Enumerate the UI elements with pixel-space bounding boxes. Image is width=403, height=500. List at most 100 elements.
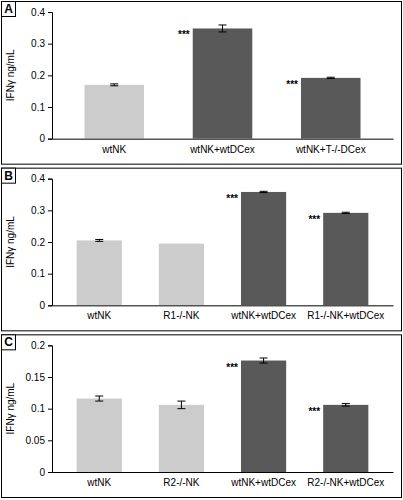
x-tick: wtNK <box>86 305 111 321</box>
y-tick: 0.15 <box>26 372 52 383</box>
marks <box>77 358 369 472</box>
y-tick-mark <box>48 139 52 140</box>
error-bar-cap <box>95 241 103 242</box>
x-tick: wtNK+wtDCex <box>189 139 255 155</box>
error-bar-cap <box>95 239 103 240</box>
panel-label-box <box>2 2 16 17</box>
y-tick: 0 <box>39 133 52 144</box>
y-tick-label: 0 <box>39 467 45 478</box>
y-tick: 0.05 <box>26 435 52 446</box>
x-axis-line <box>53 305 394 306</box>
error-bar-stem <box>263 358 264 363</box>
significance-label: *** <box>286 79 298 90</box>
y-tick-mark <box>48 12 52 13</box>
error-bar-cap <box>110 83 118 84</box>
error-bar-stem <box>222 25 223 32</box>
error-bar-stem <box>181 401 182 409</box>
y-tick-label: 0.3 <box>31 38 45 49</box>
error-bar <box>327 77 335 78</box>
x-tick: R1-/-NK+wtDCex <box>307 305 384 321</box>
bar <box>301 78 361 139</box>
y-tick-mark <box>48 179 52 180</box>
error-bar-cap <box>177 401 185 402</box>
x-tick: wtNK <box>101 139 126 155</box>
significance-label: *** <box>226 193 238 204</box>
error-bar-cap <box>327 77 335 78</box>
error-bar-stem <box>99 396 100 401</box>
x-axis: wtNK wtNK+wtDCex wtNK+T-/-DCex <box>53 139 394 155</box>
x-tick-label: wtNK+wtDCex <box>189 144 255 155</box>
plot: 00.10.20.30.4wtNKR1-/-NKwtNK+wtDCexR1-/-… <box>31 173 393 321</box>
error-bar-cap <box>342 403 350 404</box>
x-tick-label: wtNK+wtDCex <box>230 477 296 488</box>
error-bar-cap <box>219 31 227 32</box>
x-tick-label: R2-/-NK+wtDCex <box>307 477 384 488</box>
panel-label-box <box>2 335 16 350</box>
y-tick-mark <box>48 472 52 473</box>
panel-label: C <box>4 335 13 349</box>
significance-label: *** <box>178 29 190 40</box>
figure: A 0 0.1 0.2 0.3 0.4 wtNK wtNK+wtDCex wtNK+T-/-DC… <box>0 0 403 500</box>
x-axis: wtNK R2-/-NK wtNK+wtDCex R2-/-NK+wtDCex <box>53 472 394 488</box>
marks <box>84 25 360 139</box>
panel: A 0 0.1 0.2 0.3 0.4 wtNK wtNK+wtDCex wtNK+T-/-DC… <box>2 2 402 165</box>
y-tick-mark <box>48 274 52 275</box>
error-bar-cap <box>219 24 227 25</box>
bar <box>84 85 144 139</box>
y-axis: 00.10.20.30.4 <box>31 173 52 311</box>
bar <box>193 28 253 138</box>
x-tick: wtNK+wtDCex <box>230 472 296 488</box>
bar <box>77 240 122 305</box>
x-tick: wtNK <box>86 472 111 488</box>
x-tick-label: wtNK <box>86 477 111 488</box>
x-tick: wtNK+T-/-DCex <box>295 139 366 155</box>
y-tick-label: 0.2 <box>31 70 45 81</box>
x-tick-label: R2-/-NK <box>163 477 199 488</box>
y-tick-label: 0.1 <box>31 403 45 414</box>
error-bar-cap <box>260 191 268 192</box>
y-tick-label: 0.2 <box>31 340 45 351</box>
error-bar-cap <box>342 406 350 407</box>
y-tick-label: 0.4 <box>31 173 45 184</box>
y-tick-mark <box>48 210 52 211</box>
y-axis-title: IFNγ ng/mL <box>5 49 16 101</box>
panel-label: A <box>4 2 13 16</box>
y-tick: 0.1 <box>31 403 52 414</box>
x-tick-label: R1-/-NK+wtDCex <box>307 310 384 321</box>
y-tick-mark <box>48 409 52 410</box>
error-bar <box>110 84 118 86</box>
y-tick-label: 0.15 <box>26 372 46 383</box>
y-tick-label: 0.1 <box>31 268 45 279</box>
y-tick: 0.2 <box>31 340 52 351</box>
marks <box>77 191 369 305</box>
y-tick-mark <box>48 107 52 108</box>
y-tick-mark <box>48 345 52 346</box>
error-bar <box>95 239 103 241</box>
bar <box>159 405 204 472</box>
x-tick-label: wtNK <box>101 144 126 155</box>
significance-label: *** <box>308 406 320 417</box>
y-axis-title: IFNγ ng/mL <box>5 216 16 268</box>
y-tick: 0 <box>39 467 52 478</box>
error-bar-cap <box>327 78 335 79</box>
y-tick-label: 0 <box>39 300 45 311</box>
y-tick-label: 0 <box>39 133 45 144</box>
error-bar <box>260 191 268 192</box>
y-tick: 0.4 <box>31 7 52 18</box>
panel: B00.10.20.30.4wtNKR1-/-NKwtNK+wtDCexR1-/… <box>2 168 402 331</box>
error-bar-cap <box>177 408 185 409</box>
error-bar-cap <box>95 401 103 402</box>
y-tick: 0 <box>39 300 52 311</box>
x-tick-label: wtNK <box>86 310 111 321</box>
y-axis: 0 0.05 0.1 0.15 0.2 <box>26 340 53 478</box>
error-bar <box>95 396 103 401</box>
panel: C 0 0.05 0.1 0.15 0.2 wtNK R2-/-NK wtNK+wtDCex R2… <box>2 335 402 498</box>
x-axis-line <box>53 472 394 473</box>
plot: 0 0.1 0.2 0.3 0.4 wtNK wtNK+wtDCex wtNK+T-/-DCe… <box>31 7 393 155</box>
significance-label: *** <box>308 214 320 225</box>
bar <box>241 192 286 305</box>
y-tick: 0.1 <box>31 102 52 113</box>
x-axis: wtNKR1-/-NKwtNK+wtDCexR1-/-NK+wtDCex <box>53 305 394 321</box>
y-tick: 0.3 <box>31 205 52 216</box>
error-bar <box>177 401 185 409</box>
